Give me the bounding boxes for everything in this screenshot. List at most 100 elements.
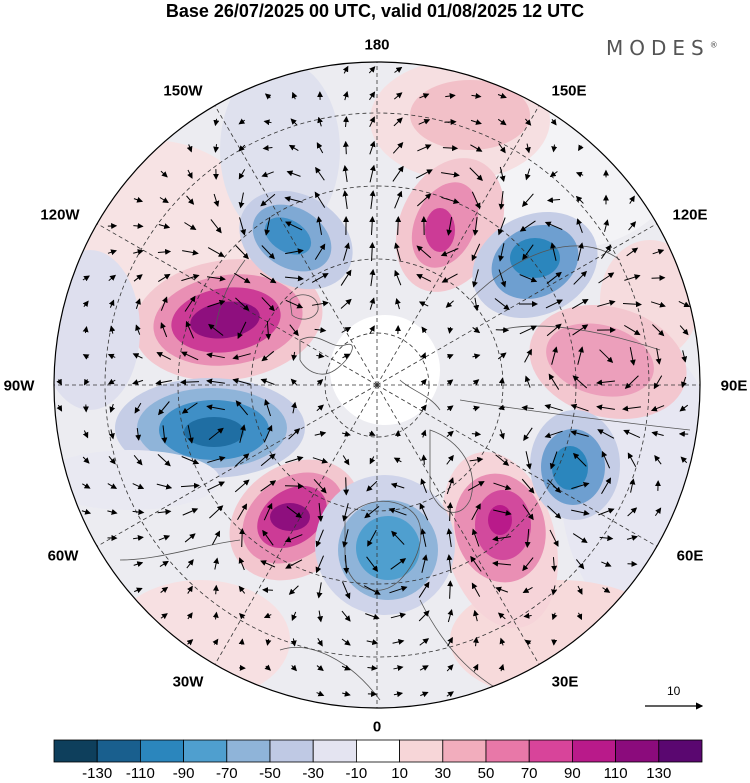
wind-vector [239, 217, 246, 236]
wind-vector [572, 324, 589, 336]
wind-vector [156, 483, 173, 490]
wind-vector [447, 636, 453, 647]
lon-label-150w: 150W [163, 82, 203, 100]
wind-vector [238, 192, 245, 209]
wind-vector [340, 269, 352, 286]
wind-vector [472, 327, 481, 334]
wind-vector [340, 298, 352, 309]
wind-vector [232, 353, 251, 360]
wind-vector [288, 585, 299, 595]
wind-vector [446, 430, 454, 437]
wind-vector [260, 453, 276, 467]
wind-vector [369, 297, 376, 310]
colorbar-swatch [183, 739, 228, 763]
lon-label-60w: 60W [47, 547, 79, 565]
wind-vector [208, 323, 224, 336]
wind-vector [420, 404, 427, 412]
wind-vector [342, 90, 349, 101]
wind-vector [260, 480, 277, 492]
colorbar-tick-label: 90 [564, 765, 581, 782]
wind-vector [446, 217, 453, 236]
wind-vector [473, 297, 480, 312]
wind-vector [420, 528, 427, 547]
wind-vector [471, 92, 482, 99]
wind-vector [651, 430, 664, 437]
wind-vector [549, 451, 558, 470]
vector-scale-label: 10 [667, 684, 681, 698]
wind-vector [498, 269, 507, 288]
wind-vector [369, 190, 376, 209]
wind-vector [576, 218, 583, 233]
wind-vector [342, 503, 349, 522]
wind-vector [393, 92, 403, 100]
wind-vector [446, 691, 454, 698]
wind-vector [524, 168, 531, 181]
wind-vector [135, 428, 142, 441]
wind-vector [158, 223, 171, 229]
wind-vector [212, 530, 221, 545]
colorbar [53, 739, 703, 763]
wind-vector [367, 664, 378, 671]
wind-vector [367, 529, 377, 547]
lon-label-180: 180 [364, 36, 390, 54]
wind-vector [418, 301, 429, 307]
wind-vector [132, 379, 144, 385]
wind-vector [495, 586, 509, 593]
wind-vector [181, 273, 200, 282]
wind-vector [155, 379, 172, 386]
wind-vector [82, 456, 90, 464]
wind-vector [182, 249, 199, 256]
wind-vector [315, 529, 324, 548]
wind-vector [239, 528, 246, 548]
wind-vector [629, 347, 636, 366]
wind-vector [471, 503, 481, 521]
wind-vector [544, 430, 563, 439]
wind-vector [394, 66, 403, 73]
wind-vector [392, 638, 405, 645]
wind-vector [238, 169, 246, 180]
wind-vector [209, 505, 224, 519]
wind-vector [207, 275, 226, 282]
wind-vector [627, 452, 637, 468]
wind-vector [133, 455, 143, 466]
wind-vector [285, 221, 303, 231]
wind-vector [210, 219, 222, 234]
wind-vector [417, 144, 432, 152]
wind-vector [571, 509, 590, 516]
wind-vector [525, 118, 532, 126]
wind-vector [341, 610, 351, 622]
wind-vector [597, 429, 615, 439]
wind-vector [390, 612, 407, 619]
wind-vector [291, 91, 298, 100]
wind-vector [602, 587, 611, 593]
wind-vector [420, 352, 427, 360]
wind-vector [599, 535, 614, 542]
wind-vector [184, 222, 197, 231]
wind-vector [180, 482, 200, 489]
wind-vector [415, 169, 433, 179]
wind-vector [343, 477, 350, 496]
colorbar-tick-label: -110 [125, 765, 155, 782]
wind-vector [56, 404, 63, 412]
wind-vector [447, 609, 454, 623]
wind-vector [599, 349, 614, 364]
wind-vector [498, 191, 505, 210]
wind-vector [316, 379, 324, 386]
colorbar-tick-label: 10 [391, 765, 408, 782]
wind-vector [546, 271, 562, 284]
wind-vector [237, 321, 247, 339]
wind-vector [629, 478, 636, 493]
wind-vector [290, 118, 298, 126]
wind-vector [572, 533, 588, 544]
wind-vector [234, 272, 251, 284]
wind-vector [316, 582, 323, 599]
wind-vector [366, 480, 378, 492]
wind-vector [133, 535, 144, 541]
wind-vector [499, 166, 506, 183]
wind-vector [316, 664, 324, 672]
wind-vector [519, 274, 538, 283]
wind-vector [655, 348, 662, 365]
colorbar-swatch [572, 739, 617, 763]
wind-vector [524, 348, 532, 363]
wind-vector [419, 93, 430, 99]
